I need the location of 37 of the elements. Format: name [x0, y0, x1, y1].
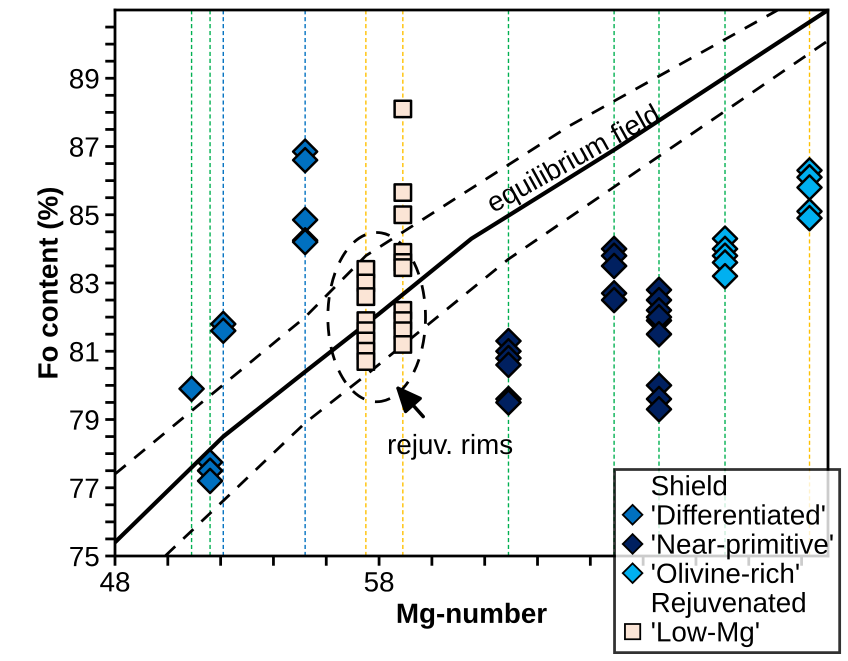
y-tick-label: 83 [70, 274, 99, 294]
y-axis-title: Fo content (%) [37, 188, 64, 378]
point [600, 252, 628, 280]
point [356, 352, 376, 371]
point [210, 317, 237, 344]
point [178, 376, 205, 402]
point [393, 258, 412, 278]
y-tick-label: 87 [70, 137, 98, 157]
legend-label: 'Low-Mg' [652, 622, 759, 648]
y-tick-label: 79 [70, 410, 98, 430]
point [356, 287, 376, 306]
point [393, 99, 412, 118]
point [712, 262, 738, 290]
annotation: Shield [652, 475, 726, 496]
point [393, 183, 412, 202]
point [796, 204, 823, 232]
y-tick-label: 81 [70, 342, 98, 362]
x-tick-label: 48 [100, 572, 130, 592]
y-tick-label: 77 [70, 478, 98, 498]
x-axis-title: Mg-number [398, 602, 547, 629]
point [196, 468, 224, 494]
legend-label: 'Near-primitive' [652, 534, 833, 560]
legend-label: 'Differentiated' [652, 504, 825, 525]
point [796, 174, 823, 201]
annotation: rejuv. rims [388, 434, 512, 460]
point [600, 286, 628, 314]
text: Rejuvenated [652, 592, 805, 618]
point [646, 396, 672, 423]
point [495, 352, 522, 378]
point [393, 334, 412, 354]
y-tick-label: 75 [70, 546, 99, 566]
x-tick-label: 58 [364, 572, 394, 592]
legend-label: 'Olivine-rich' [652, 562, 799, 584]
point [292, 146, 318, 174]
point [393, 205, 412, 224]
y-tick-label: 85 [70, 205, 99, 226]
y-tick-label: 89 [70, 68, 98, 89]
